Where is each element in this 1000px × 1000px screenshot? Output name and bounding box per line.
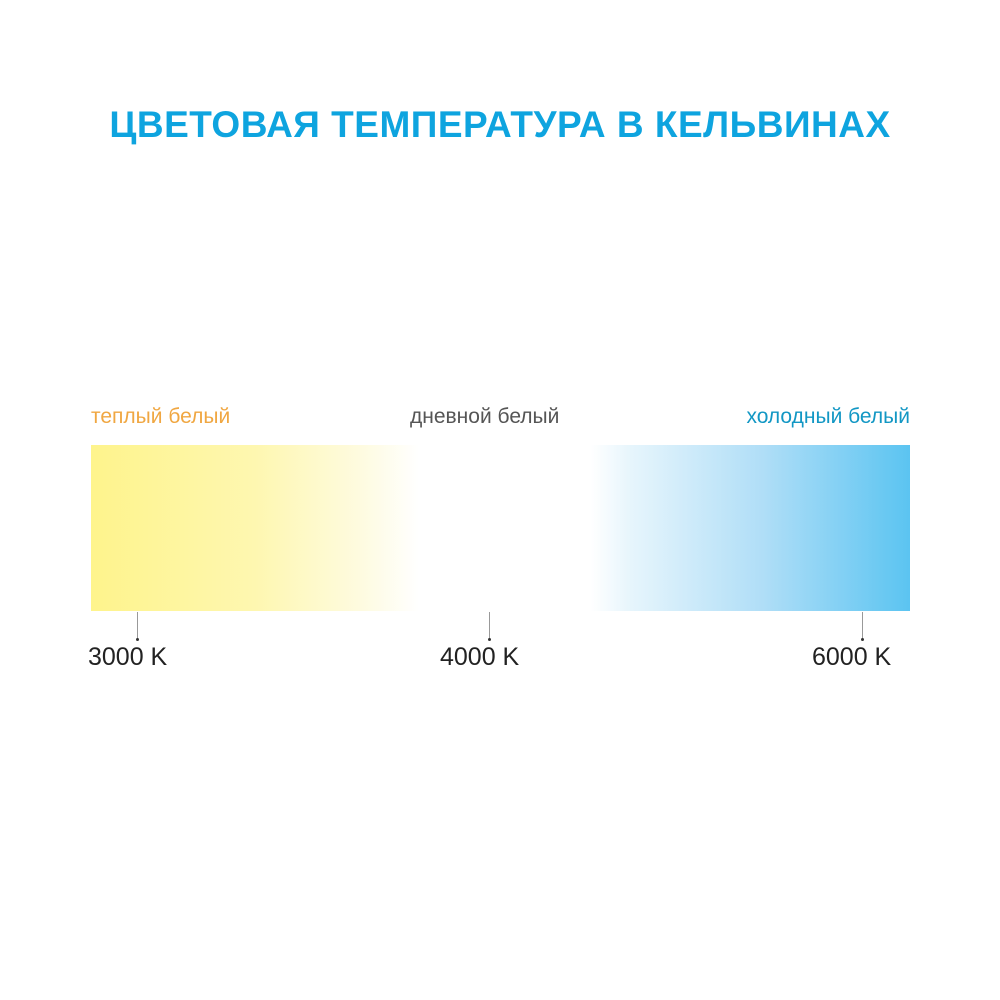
page-title: ЦВЕТОВАЯ ТЕМПЕРАТУРА В КЕЛЬВИНАХ	[109, 104, 891, 145]
tick-6000	[861, 612, 864, 641]
cold-white-label: холодный белый	[746, 405, 910, 428]
daylight-white-label: дневной белый	[410, 405, 560, 428]
warm-white-label: теплый белый	[91, 405, 231, 428]
tick-label-6000: 6000 K	[812, 643, 892, 671]
tick-label-3000: 3000 K	[88, 643, 168, 671]
color-temperature-gradient-bar	[91, 445, 910, 611]
tick-3000	[136, 612, 139, 641]
tick-4000	[488, 612, 491, 641]
tick-label-4000: 4000 K	[440, 643, 520, 671]
